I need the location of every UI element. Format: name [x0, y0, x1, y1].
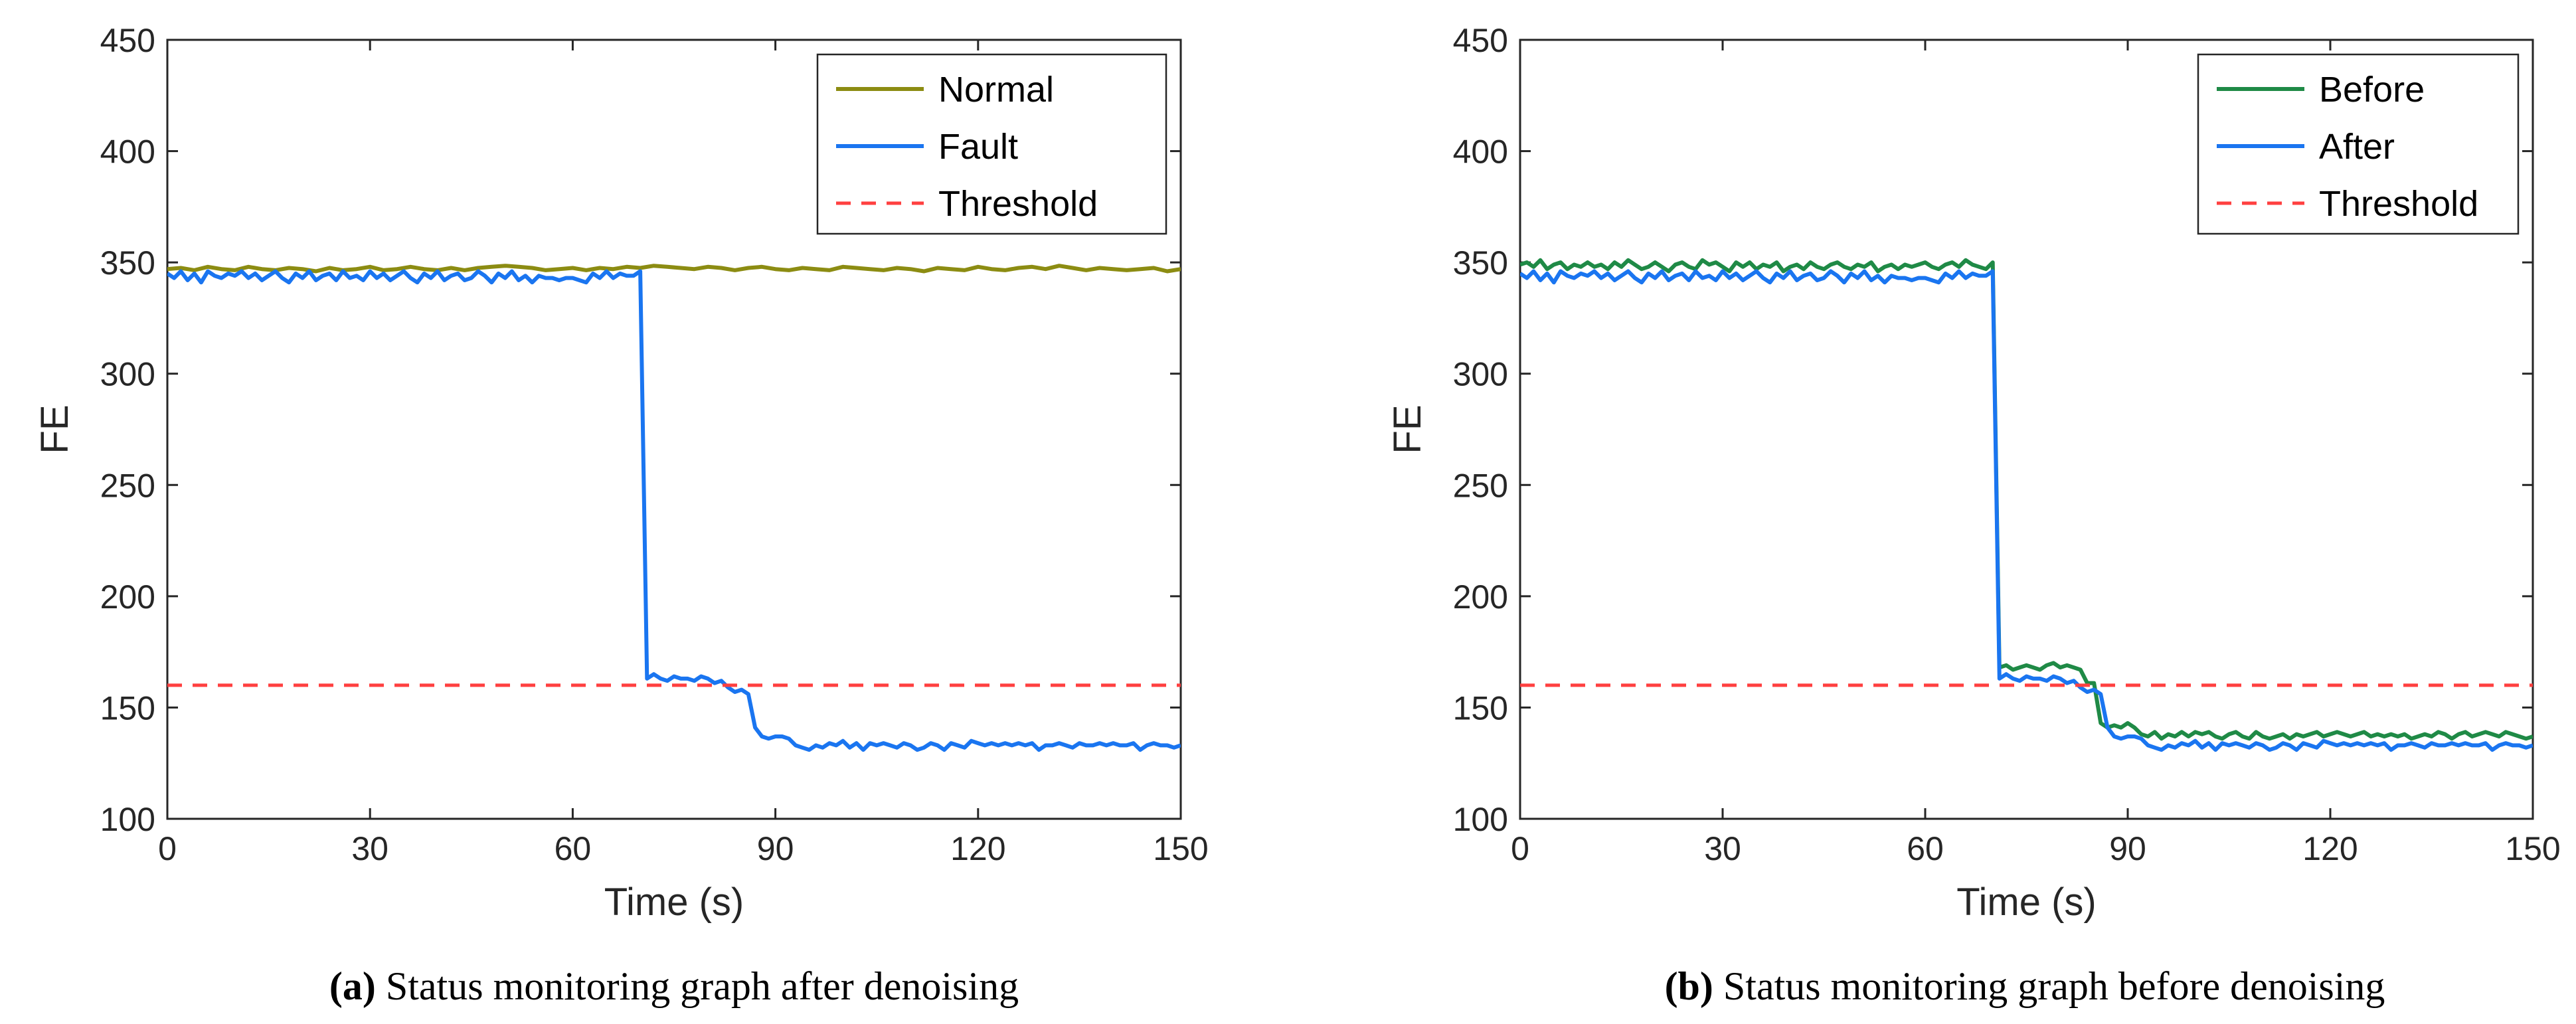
series-line-normal	[167, 264, 1181, 274]
x-tick-label: 30	[351, 830, 388, 867]
caption-text: Status monitoring graph after denoising	[376, 964, 1019, 1008]
y-tick-label: 100	[1453, 801, 1508, 838]
legend-label-fault: Fault	[938, 127, 1018, 167]
y-tick-label: 350	[1453, 244, 1508, 282]
y-tick-label: 150	[1453, 689, 1508, 726]
caption-text: Status monitoring graph before denoising	[1713, 964, 2385, 1008]
x-tick-label: 150	[1153, 830, 1208, 867]
legend-label-after: After	[2319, 127, 2395, 167]
legend: Before After Threshold	[2197, 53, 2520, 235]
caption-letter: (b)	[1665, 964, 1713, 1008]
y-axis-label: FE	[33, 404, 76, 454]
legend-label-normal: Normal	[938, 70, 1054, 110]
y-tick-label: 400	[1453, 133, 1508, 171]
y-tick-label: 300	[100, 356, 155, 393]
x-axis-label: Time (s)	[604, 881, 744, 924]
y-tick-label: 200	[100, 578, 155, 616]
y-tick-label: 200	[1453, 578, 1508, 616]
x-tick-label: 120	[2302, 830, 2358, 867]
chart-panel-b: 0 30 60 90 120 150 100 150 200 250 300 350 400 450 Tim…	[1386, 22, 2561, 1008]
y-tick-label: 300	[1453, 356, 1508, 393]
x-tick-label: 0	[1511, 830, 1529, 867]
series-line-before	[1520, 258, 2533, 741]
series-line-fault	[167, 269, 1181, 752]
x-tick-label: 0	[158, 830, 177, 867]
y-tick-label: 100	[100, 801, 155, 838]
y-tick-label: 400	[100, 133, 155, 171]
series-line-after	[1520, 269, 2533, 752]
y-tick-label: 350	[100, 244, 155, 282]
figure-caption: (a) Status monitoring graph after denois…	[329, 964, 1019, 1008]
caption-letter: (a)	[329, 964, 376, 1008]
y-tick-label: 450	[100, 22, 155, 59]
legend-label-threshold: Threshold	[938, 184, 1098, 224]
legend-label-before: Before	[2319, 70, 2425, 110]
y-tick-label: 250	[1453, 467, 1508, 504]
x-axis-label: Time (s)	[1956, 881, 2096, 924]
legend-label-threshold: Threshold	[2319, 184, 2478, 224]
chart-panel-a: 0 30 60 90 120 150 100 150 200 250 300 350 400 450 Tim…	[33, 22, 1209, 1008]
y-axis-label: FE	[1386, 404, 1429, 454]
x-tick-label: 60	[555, 830, 592, 867]
x-tick-label: 90	[757, 830, 794, 867]
x-tick-label: 90	[2109, 830, 2146, 867]
y-tick-label: 150	[100, 689, 155, 726]
figure-caption: (b) Status monitoring graph before denoi…	[1665, 964, 2385, 1008]
y-tick-label: 250	[100, 467, 155, 504]
y-tick-label: 450	[1453, 22, 1508, 59]
x-tick-label: 120	[950, 830, 1005, 867]
x-tick-label: 150	[2505, 830, 2560, 867]
x-tick-label: 60	[1907, 830, 1944, 867]
legend: Normal Fault Threshold	[816, 53, 1167, 235]
x-tick-label: 30	[1704, 830, 1741, 867]
